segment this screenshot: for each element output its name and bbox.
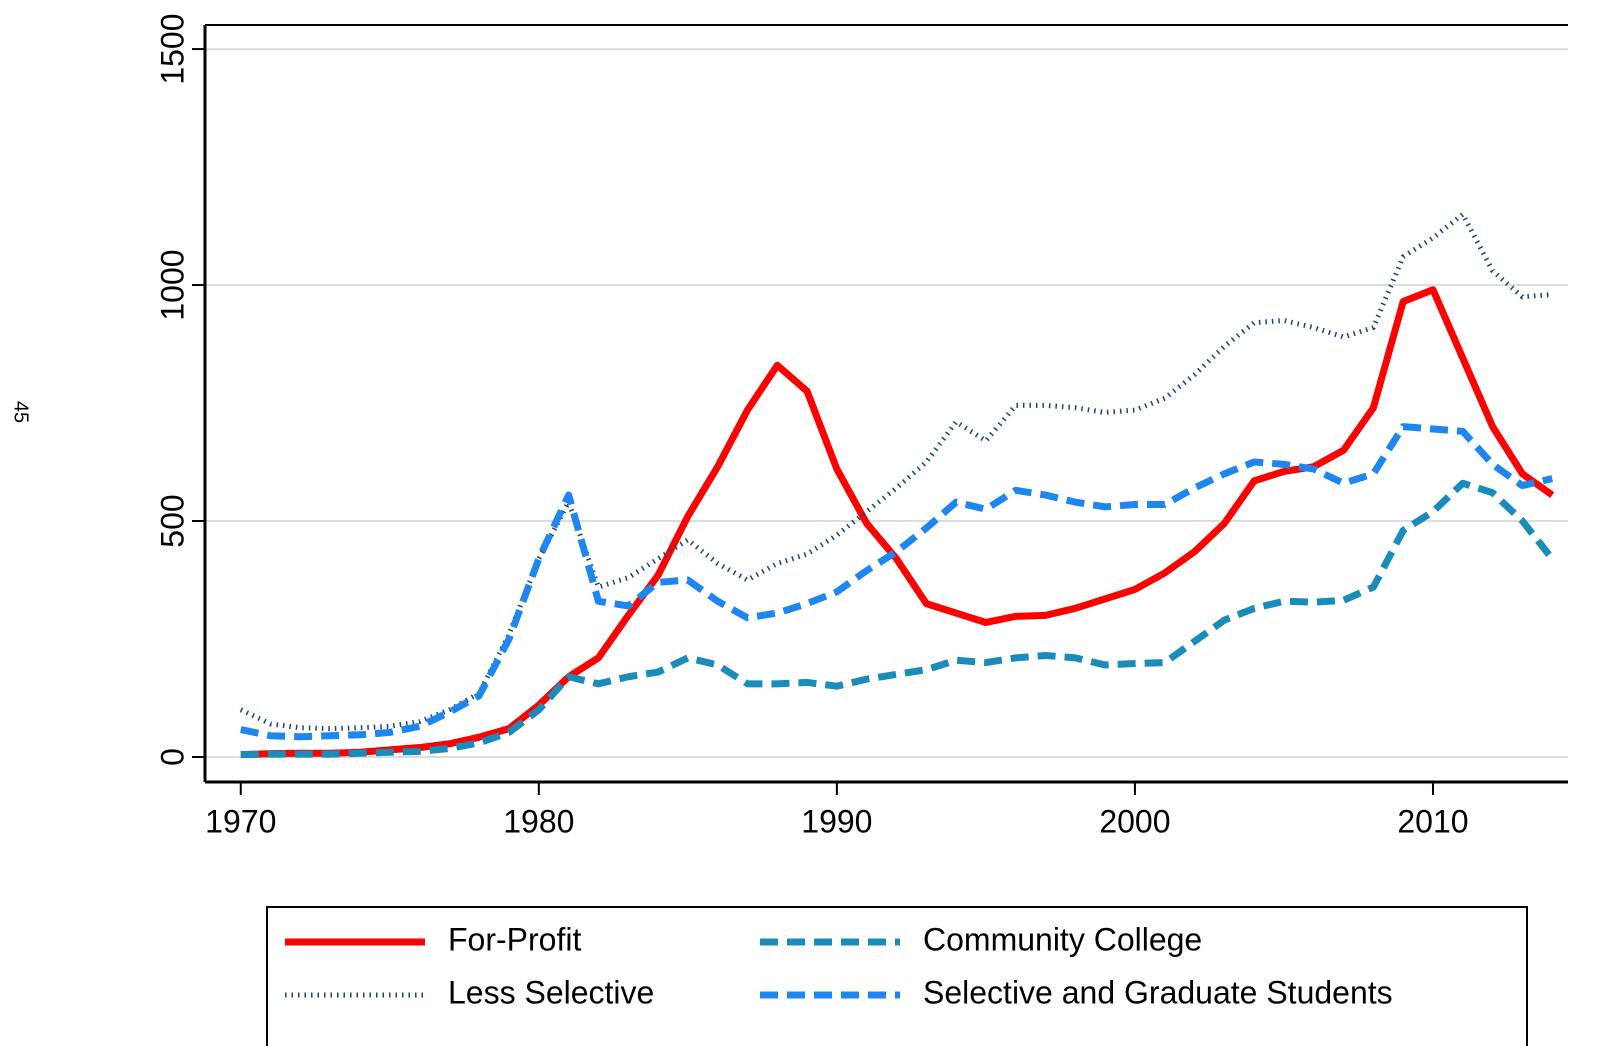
y-tick-label: 0	[154, 748, 190, 766]
legend-label: Community College	[923, 921, 1202, 957]
series-line	[240, 479, 1555, 759]
x-tick-label: 2010	[1397, 803, 1468, 839]
legend-label: For-Profit	[448, 921, 581, 957]
page-number: 45	[10, 401, 32, 423]
legend-label: Less Selective	[448, 974, 654, 1010]
x-tick-label: 1990	[801, 803, 872, 839]
legend-box	[266, 906, 1528, 1046]
y-tick-label: 1500	[154, 13, 190, 84]
series-line	[240, 423, 1554, 741]
x-tick-label: 1980	[503, 803, 574, 839]
legend-label: Selective and Graduate Students	[923, 974, 1393, 1010]
y-tick-label: 1000	[154, 249, 190, 320]
y-tick-label: 500	[154, 494, 190, 547]
x-tick-label: 1970	[205, 803, 276, 839]
x-tick-label: 2000	[1099, 803, 1170, 839]
series-line	[239, 211, 1553, 732]
series-line	[240, 286, 1555, 759]
